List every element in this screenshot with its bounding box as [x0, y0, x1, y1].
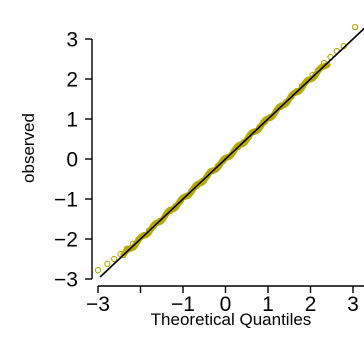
qq-point: [94, 267, 102, 274]
x-tick-label: 1: [262, 293, 274, 316]
reference-line: [99, 27, 364, 278]
x-axis: −3 −1 0 1 2 3: [86, 285, 364, 316]
y-tick-label: 1: [66, 109, 78, 132]
x-axis-title: Theoretical Quantiles: [151, 310, 312, 329]
y-tick-label: −2: [54, 229, 78, 252]
y-tick-label: −3: [54, 269, 78, 292]
qq-point: [351, 23, 359, 31]
x-tick-label: 2: [305, 293, 317, 316]
y-tick-label: 2: [66, 69, 78, 92]
x-tick-label: −1: [171, 293, 195, 316]
y-tick-label: 3: [66, 29, 78, 52]
data-points: [94, 23, 359, 274]
x-tick-label: 3: [347, 293, 359, 316]
qq-point: [104, 260, 111, 267]
x-tick-label: −3: [86, 293, 110, 316]
y-tick-label: 0: [66, 149, 78, 172]
y-axis-title: observed: [19, 113, 38, 183]
qq-point: [111, 255, 118, 263]
y-tick-label: −1: [54, 189, 78, 212]
x-tick-label: 0: [220, 293, 232, 316]
y-axis: −3 −2 −1 0 1 2 3: [54, 29, 93, 292]
